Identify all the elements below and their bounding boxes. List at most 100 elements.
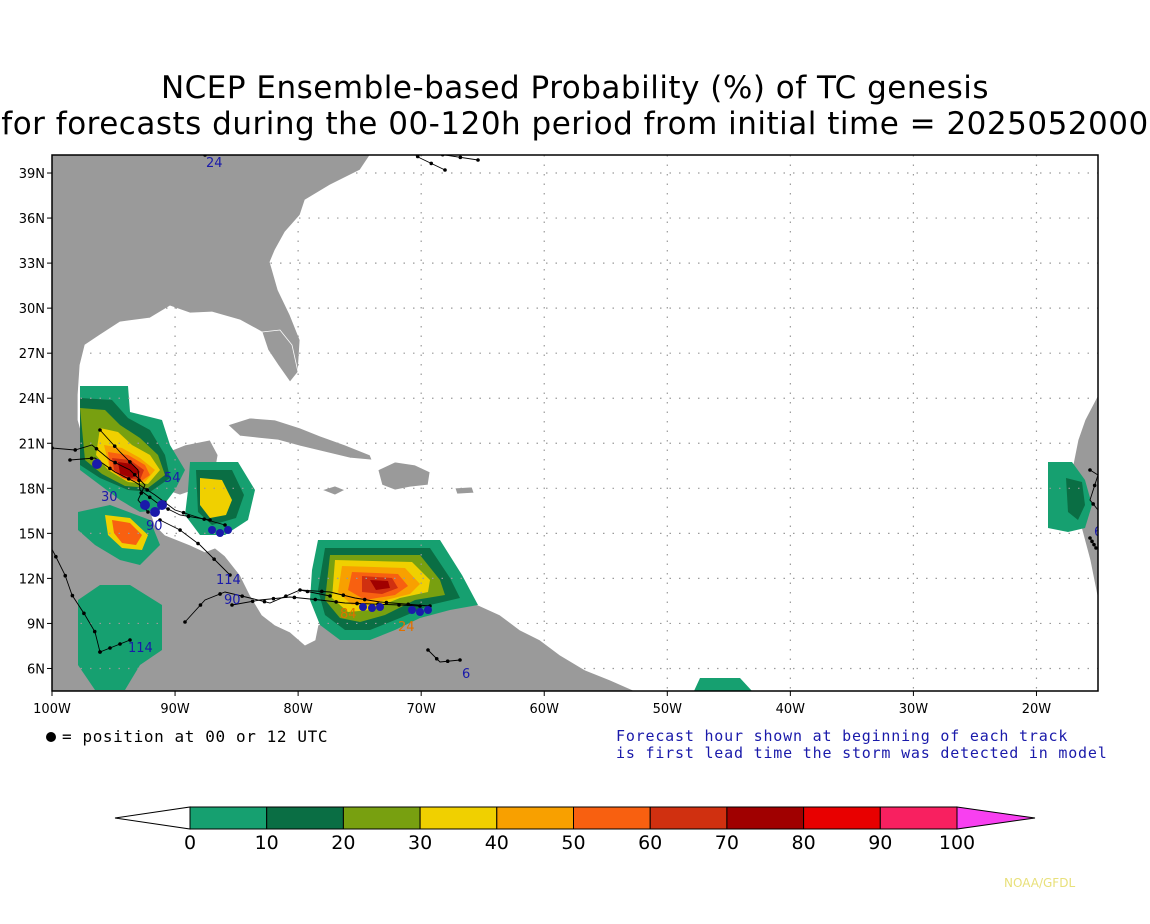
- track: [205, 155, 207, 156]
- position-dot: [1088, 468, 1092, 472]
- position-dot: [1092, 483, 1097, 488]
- longitude-label: 50W: [653, 702, 683, 717]
- position-dot: [145, 488, 150, 492]
- position-dot: [132, 472, 137, 477]
- track-start-marker: [408, 606, 416, 614]
- position-dot: [92, 629, 97, 634]
- position-dot: [183, 620, 187, 624]
- latitude-label: 30N: [19, 302, 45, 317]
- forecast-note-line-2: is first lead time the storm was detecte…: [616, 744, 1108, 762]
- position-dot: [68, 458, 72, 462]
- position-dot: [423, 150, 427, 154]
- position-dot: [1090, 539, 1094, 544]
- track-hour-label: 30: [101, 490, 118, 505]
- longitude-label: 40W: [776, 702, 806, 717]
- prob-tehuantepec-60: [112, 520, 142, 545]
- track-hour-label: 84: [340, 607, 357, 622]
- land-florida: [261, 329, 299, 383]
- position-dot: [334, 600, 338, 604]
- position-dot: [384, 600, 389, 605]
- position-dot: [443, 168, 447, 172]
- position-dot: [415, 155, 420, 159]
- track-hour-label: 54: [164, 471, 181, 486]
- track-start-marker: [208, 526, 216, 534]
- position-dot: [118, 642, 122, 646]
- position-dot: [328, 594, 332, 598]
- position-dot: [217, 149, 221, 153]
- storm-positions: [52, 149, 1098, 664]
- prob-east-pacific-10: [78, 585, 162, 690]
- position-dot: [208, 518, 212, 522]
- map-frame: [51, 154, 1099, 692]
- position-dot: [292, 595, 297, 600]
- position-dot: [186, 514, 191, 519]
- longitude-label: 100W: [33, 702, 71, 717]
- track: [231, 596, 421, 607]
- title-line-1: NCEP Ensemble-based Probability (%) of T…: [160, 70, 990, 106]
- position-dot: [418, 604, 422, 608]
- track-hour-label: 66: [1094, 525, 1111, 540]
- position-dot: [250, 599, 255, 604]
- track: [427, 649, 461, 663]
- latitude-label: 6N: [27, 662, 45, 677]
- track-start-marker: [216, 529, 224, 537]
- position-dot: [271, 596, 276, 601]
- track-hour-label: 114: [216, 573, 241, 588]
- position-dot: [70, 593, 75, 598]
- land-hispaniola: [377, 461, 431, 491]
- latitude-label: 21N: [19, 437, 45, 452]
- position-dot: [146, 510, 150, 514]
- position-dot: [458, 658, 462, 662]
- position-dot: [262, 599, 267, 604]
- position-dot: [196, 541, 200, 546]
- position-dot: [218, 592, 222, 596]
- position-dot: [298, 588, 302, 592]
- position-dot: [1088, 536, 1092, 540]
- position-dot: [73, 448, 78, 452]
- latitude-label: 12N: [19, 572, 45, 587]
- prob-atlantic-10: [694, 678, 752, 691]
- track-start-marker: [416, 608, 424, 616]
- longitude-label: 80W: [283, 702, 313, 717]
- latitude-label: 39N: [19, 167, 45, 182]
- track-hour-label: 6: [462, 667, 470, 682]
- latitude-label: 15N: [19, 527, 45, 542]
- track-hour-label: 114: [128, 641, 153, 656]
- track: [1089, 537, 1097, 549]
- position-legend: = position at 00 or 12 UTC: [46, 727, 328, 746]
- track-start-marker: [92, 459, 102, 469]
- latitude-labels: 39N 36N 33N 30N 27N 24N 21N 18N 15N 12N 9N 6N: [19, 167, 45, 677]
- map-area: 24 54 30 90 114 90 114 84 24 6 66: [52, 149, 1111, 691]
- position-dot: [126, 477, 131, 481]
- position-dot: [181, 510, 186, 515]
- position-dot: [63, 573, 68, 578]
- longitude-labels: 100W 90W 80W 70W 60W 50W 40W 30W 20W: [33, 702, 1051, 717]
- track-start-marker: [424, 606, 432, 614]
- longitude-label: 90W: [160, 702, 190, 717]
- position-dot: [429, 161, 434, 166]
- track-start-marker: [359, 603, 367, 611]
- position-dot: [476, 158, 480, 162]
- longitude-label: 70W: [406, 702, 436, 717]
- position-dot: [458, 155, 463, 160]
- position-dot: [108, 646, 112, 650]
- track: [159, 519, 231, 576]
- track-hour-label: 24: [206, 156, 223, 171]
- track: [99, 429, 211, 521]
- position-dot: [98, 650, 102, 654]
- track: [414, 155, 446, 171]
- position-dot: [1092, 542, 1096, 547]
- position-dot: [147, 495, 152, 500]
- position-dot: [210, 151, 214, 155]
- title-line-2: for forecasts during the 00-120h period …: [1, 106, 1149, 142]
- position-dot: [355, 601, 359, 606]
- position-dot: [1091, 502, 1095, 506]
- track-hour-label: 24: [398, 620, 415, 635]
- position-dot: [397, 603, 401, 607]
- track: [52, 444, 149, 513]
- latitude-label: 9N: [27, 617, 45, 632]
- position-dot: [54, 554, 58, 559]
- track: [1089, 469, 1098, 512]
- longitude-label: 20W: [1022, 702, 1052, 717]
- position-dot: [1094, 546, 1098, 550]
